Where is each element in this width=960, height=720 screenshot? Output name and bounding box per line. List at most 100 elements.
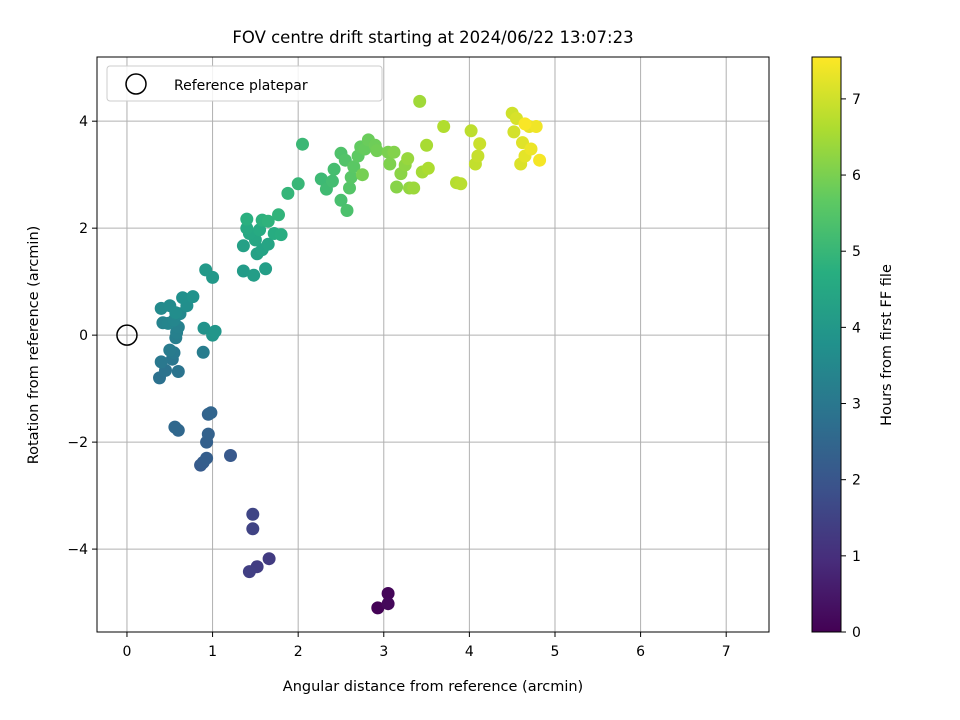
data-point <box>236 264 250 278</box>
colorbar-tick-label: 5 <box>852 244 861 260</box>
colorbar-tick-label: 7 <box>852 92 861 108</box>
data-point <box>325 174 339 188</box>
data-point <box>327 162 341 176</box>
data-point <box>473 137 487 151</box>
x-tick-label: 5 <box>551 644 560 660</box>
x-tick-label: 4 <box>465 644 474 660</box>
data-point <box>407 181 421 195</box>
reference-platepar-marker <box>116 324 138 346</box>
x-tick-label: 7 <box>722 644 731 660</box>
data-point <box>437 120 451 133</box>
data-point <box>247 268 261 282</box>
data-point <box>401 152 415 166</box>
data-point <box>196 345 210 359</box>
data-point <box>176 291 190 305</box>
legend-entry-reference-platepar: Reference platepar <box>174 78 308 94</box>
y-tick-label: 4 <box>79 114 88 130</box>
data-point <box>200 451 214 465</box>
data-point <box>507 125 521 139</box>
legend: Reference platepar <box>106 65 383 102</box>
data-point <box>169 306 183 320</box>
reference-marker-layer <box>116 324 138 346</box>
data-point <box>420 138 434 152</box>
y-axis-ticks: −4 −2 0 2 4 <box>67 114 97 558</box>
chart-title: FOV centre drift starting at 2024/06/22 … <box>232 28 633 47</box>
data-point <box>370 144 384 158</box>
data-point <box>274 228 288 242</box>
data-point <box>413 94 427 108</box>
colorbar-tick-label: 1 <box>852 549 861 565</box>
y-tick-label: −2 <box>67 435 88 451</box>
data-point <box>261 237 275 251</box>
data-point <box>246 522 260 536</box>
y-tick-label: 2 <box>79 221 88 237</box>
data-point <box>204 406 218 420</box>
data-point <box>464 124 478 138</box>
data-point <box>262 552 276 566</box>
data-point <box>471 149 485 163</box>
colorbar-label: Hours from first FF file <box>879 264 895 426</box>
data-point <box>281 186 295 200</box>
data-point <box>163 343 177 357</box>
y-tick-label: 0 <box>79 328 88 344</box>
y-tick-label: −4 <box>67 542 88 558</box>
data-point <box>186 290 200 304</box>
data-points <box>153 94 547 615</box>
data-point <box>224 449 237 462</box>
colorbar-tick-label: 0 <box>852 625 861 641</box>
data-point <box>259 262 273 276</box>
x-tick-label: 3 <box>379 644 388 660</box>
colorbar <box>811 56 842 633</box>
colorbar-ticks: 0 1 2 3 4 5 6 7 <box>841 92 861 641</box>
data-point <box>383 157 397 171</box>
data-point <box>390 180 404 194</box>
data-point <box>454 177 468 191</box>
data-point <box>387 145 401 159</box>
x-tick-label: 0 <box>123 644 132 660</box>
data-point <box>291 177 305 191</box>
data-point <box>272 208 285 222</box>
data-point <box>154 355 168 369</box>
colorbar-tick-label: 6 <box>852 168 861 184</box>
data-point <box>199 263 213 277</box>
data-point <box>261 214 275 228</box>
data-point <box>381 597 395 611</box>
grid <box>97 57 769 632</box>
data-point <box>524 142 538 156</box>
data-point <box>168 420 182 434</box>
data-point <box>381 587 395 600</box>
colorbar-tick-label: 4 <box>852 320 861 336</box>
data-point <box>529 120 543 133</box>
data-point <box>240 221 254 235</box>
data-point <box>344 170 358 184</box>
x-tick-label: 6 <box>636 644 645 660</box>
data-point <box>314 172 328 186</box>
x-tick-label: 2 <box>294 644 303 660</box>
data-point <box>171 365 185 378</box>
plot-frame <box>96 56 770 633</box>
colorbar-tick-label: 2 <box>852 473 861 489</box>
data-point <box>347 160 361 174</box>
data-point <box>371 601 385 615</box>
colorbar-tick-label: 3 <box>852 397 861 413</box>
data-point <box>236 239 250 253</box>
data-point <box>246 507 260 521</box>
data-point <box>518 117 532 131</box>
data-point <box>340 204 354 217</box>
data-point <box>201 427 215 441</box>
data-point <box>421 161 435 175</box>
data-point <box>343 181 356 195</box>
data-point <box>355 168 369 182</box>
data-point <box>296 137 309 151</box>
x-tick-label: 1 <box>208 644 217 660</box>
y-axis-label: Rotation from reference (arcmin) <box>26 226 42 465</box>
x-axis-ticks: 0 1 2 3 4 5 6 7 <box>123 632 731 660</box>
data-point <box>334 193 348 207</box>
legend-box <box>106 65 383 102</box>
legend-marker-open-circle <box>125 73 147 95</box>
data-point <box>533 153 547 167</box>
x-axis-label: Angular distance from reference (arcmin) <box>283 679 583 695</box>
data-point <box>242 565 256 579</box>
data-point <box>208 324 222 338</box>
